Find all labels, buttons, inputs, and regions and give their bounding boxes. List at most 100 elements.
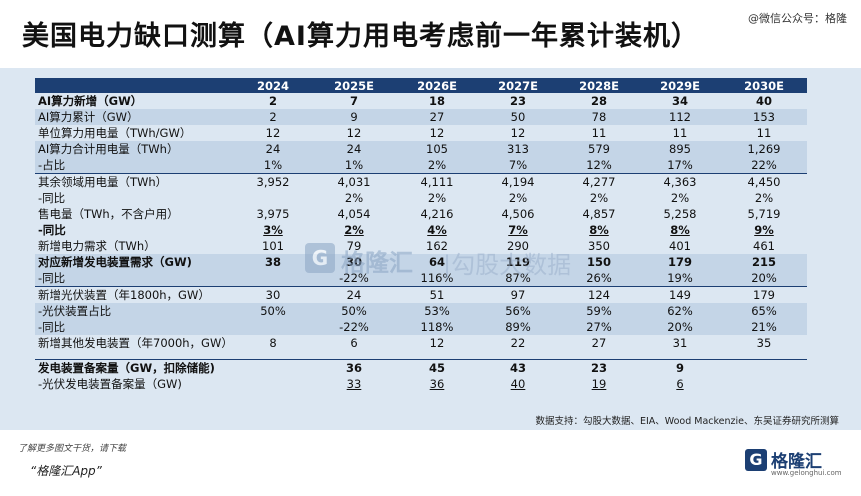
table-row: AI算力合计用电量（TWh） 24 24 105 313 579 895 1,269 (35, 141, 807, 157)
value-cell: 7% (508, 223, 528, 237)
value-cell: 20% (721, 270, 807, 287)
value-cell: 23 (559, 359, 639, 376)
value-cell: 350 (588, 239, 610, 253)
header-year-cell: 2028E (559, 78, 639, 93)
brand-g-icon: G (745, 449, 767, 471)
value-cell: 24 (311, 286, 397, 303)
value-cell (721, 376, 807, 392)
table-row: -同比 -22% 116% 87% 26% 19% 20% (35, 270, 807, 287)
footer-download-text: 了解更多图文干货，请下载 (18, 444, 127, 454)
value-cell: 4,111 (397, 173, 477, 190)
value-cell: 24 (235, 141, 311, 157)
value-cell: 43 (477, 359, 559, 376)
row-label-cell: -光伏发电装置备案量（GW) (38, 377, 182, 391)
table-row: 其余领域用电量（TWh） 3,952 4,031 4,111 4,194 4,277 4,3… (35, 173, 807, 190)
row-label-cell: 对应新增发电装置需求（GW) (35, 254, 235, 270)
table-row: 新增光伏装置（年1800h，GW） 30 24 51 97 124 149 179 (35, 286, 807, 303)
value-cell: 22 (510, 336, 526, 350)
value-cell: 2% (508, 191, 528, 205)
value-cell: 19 (591, 377, 607, 391)
value-cell: 27 (591, 336, 607, 350)
value-cell: 124 (559, 286, 639, 303)
value-cell: 118% (397, 319, 477, 335)
value-cell: 28 (590, 94, 607, 108)
row-label-cell: AI算力合计用电量（TWh） (35, 141, 235, 157)
row-label-cell: 新增其他发电装置（年7000h，GW） (38, 336, 233, 350)
value-cell: 65% (721, 303, 807, 319)
value-cell: 35 (756, 336, 772, 350)
value-cell: 1% (311, 157, 397, 174)
value-cell: 51 (397, 286, 477, 303)
value-cell: 33 (346, 377, 362, 391)
value-cell: 215 (721, 254, 807, 270)
brand-name: 格隆汇 (771, 452, 822, 472)
value-cell: 1% (235, 157, 311, 174)
value-cell: 9 (639, 359, 721, 376)
value-cell: 2 (268, 94, 277, 108)
source-note: 数据支持：勾股大数据、EIA、Wood Mackenzie、东吴证券研究所测算 (535, 416, 839, 427)
table-header-row: 2024 2025E 2026E 2027E 2028E 2029E 2030E (35, 78, 807, 93)
header-year-cell: 2024 (235, 78, 311, 93)
value-cell: 4,054 (337, 207, 371, 221)
value-cell: 12 (510, 126, 526, 140)
value-cell: 11 (591, 126, 607, 140)
value-cell: 5,719 (747, 207, 781, 221)
value-cell: 2% (344, 191, 364, 205)
value-cell: 179 (721, 286, 807, 303)
value-cell: 56% (477, 303, 559, 319)
header-year-cell: 2027E (477, 78, 559, 93)
value-cell: 2% (670, 191, 690, 205)
value-cell: 3% (263, 223, 283, 237)
value-cell: 79 (346, 239, 362, 253)
row-label-cell: 售电量（TWh，不含户用） (38, 207, 179, 221)
table-row: -同比 3% 2% 4% 7% 8% 8% 9% (35, 222, 807, 238)
value-cell: -22% (311, 270, 397, 287)
value-cell: 12 (429, 126, 445, 140)
table-row: -同比 2% 2% 2% 2% 2% 2% (35, 190, 807, 206)
value-cell: 36 (311, 359, 397, 376)
value-cell (235, 319, 311, 335)
value-cell: 36 (429, 377, 445, 391)
value-cell: 112 (639, 109, 721, 125)
value-cell: 12 (346, 126, 362, 140)
value-cell: 62% (639, 303, 721, 319)
value-cell: 59% (559, 303, 639, 319)
table-body: AI算力新增（GW） 2 7 18 23 28 34 40 AI算力累计（GW） 2 9 27 50 78… (35, 93, 807, 392)
value-cell: 50% (311, 303, 397, 319)
value-cell: 22% (721, 157, 807, 174)
value-cell (235, 351, 311, 360)
value-cell: 2 (235, 109, 311, 125)
table-row: -占比 1% 1% 2% 7% 12% 17% 22% (35, 157, 807, 174)
value-cell: 2% (397, 157, 477, 174)
value-cell: 153 (721, 109, 807, 125)
value-cell: 27% (559, 319, 639, 335)
value-cell: 1,269 (721, 141, 807, 157)
value-cell: 11 (756, 126, 772, 140)
value-cell: 105 (397, 141, 477, 157)
row-label-cell: -光伏装置占比 (35, 303, 235, 319)
header-year-cell: 2026E (397, 78, 477, 93)
value-cell: 31 (672, 336, 688, 350)
table-row: 单位算力用电量（TWh/GW） 12 12 12 12 11 11 11 (35, 125, 807, 141)
value-cell: 116% (397, 270, 477, 287)
value-cell: 8% (589, 223, 609, 237)
header-year-cell: 2025E (311, 78, 397, 93)
row-label-cell: 单位算力用电量（TWh/GW） (38, 126, 192, 140)
value-cell (559, 351, 639, 360)
value-cell: 8% (670, 223, 690, 237)
table-row: 新增电力需求（TWh） 101 79 162 290 350 401 461 (35, 238, 807, 254)
value-cell: 179 (639, 254, 721, 270)
row-label-cell (35, 351, 235, 360)
value-cell: 150 (559, 254, 639, 270)
row-label-cell: 新增光伏装置（年1800h，GW） (35, 286, 235, 303)
value-cell (477, 351, 559, 360)
value-cell: 895 (639, 141, 721, 157)
header-year-cell: 2029E (639, 78, 721, 93)
value-cell: 12 (429, 336, 445, 350)
value-cell: 3,952 (235, 173, 311, 190)
row-label-cell: -占比 (35, 157, 235, 174)
value-cell: 6 (676, 377, 684, 391)
value-cell (397, 351, 477, 360)
value-cell: 5,258 (663, 207, 697, 221)
table-row: 新增其他发电装置（年7000h，GW） 8 6 12 22 27 31 35 (35, 335, 807, 351)
